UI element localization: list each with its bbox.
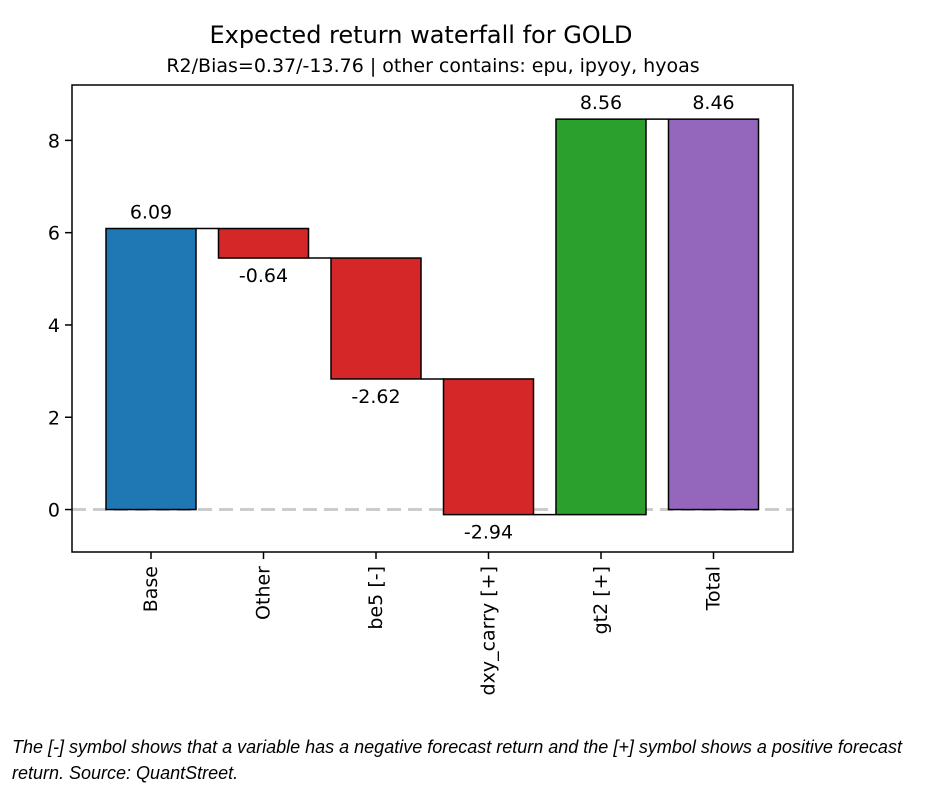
waterfall-chart: Expected return waterfall for GOLD R2/Bi… <box>48 21 794 695</box>
y-tick-label: 2 <box>48 407 60 429</box>
figure-caption: The [-] symbol shows that a variable has… <box>12 737 902 783</box>
chart-title: Expected return waterfall for GOLD <box>209 21 632 49</box>
bar-value-label: -2.62 <box>351 386 400 408</box>
bar-value-label: -0.64 <box>239 265 288 287</box>
y-tick-label: 0 <box>48 500 60 522</box>
bar-value-label: 8.56 <box>580 92 622 114</box>
bar-group <box>105 118 760 516</box>
y-tick-label: 6 <box>48 223 60 245</box>
bar <box>105 227 197 511</box>
bar-value-label: 8.46 <box>692 92 734 114</box>
y-tick-label: 8 <box>48 130 60 152</box>
y-axis: 0 2 4 6 8 <box>48 130 72 522</box>
value-label-group: 6.09 -0.64 -2.62 -2.94 8.56 8.46 <box>130 92 735 543</box>
x-tick-label: Other <box>253 566 275 620</box>
bar-value-label: 6.09 <box>130 202 172 224</box>
bar <box>442 378 535 516</box>
bar <box>667 118 760 511</box>
y-tick-label: 4 <box>48 315 60 337</box>
x-axis: Base Other be5 [-] dxy_carry [+] gt2 [+] Tota… <box>140 552 725 695</box>
bar <box>217 227 310 259</box>
connector-lines <box>196 118 669 516</box>
x-tick-label: Total <box>703 566 725 611</box>
x-tick-label: gt2 [+] <box>590 566 612 634</box>
chart-subtitle: R2/Bias=0.37/-13.76 | other contains: ep… <box>166 55 699 77</box>
x-tick-label: Base <box>140 566 162 612</box>
x-tick-label: be5 [-] <box>365 566 387 630</box>
bar-value-label: -2.94 <box>464 522 513 544</box>
x-tick-label: dxy_carry [+] <box>478 566 500 695</box>
bar <box>555 118 647 516</box>
plot-frame <box>71 84 794 553</box>
bar <box>330 257 422 380</box>
